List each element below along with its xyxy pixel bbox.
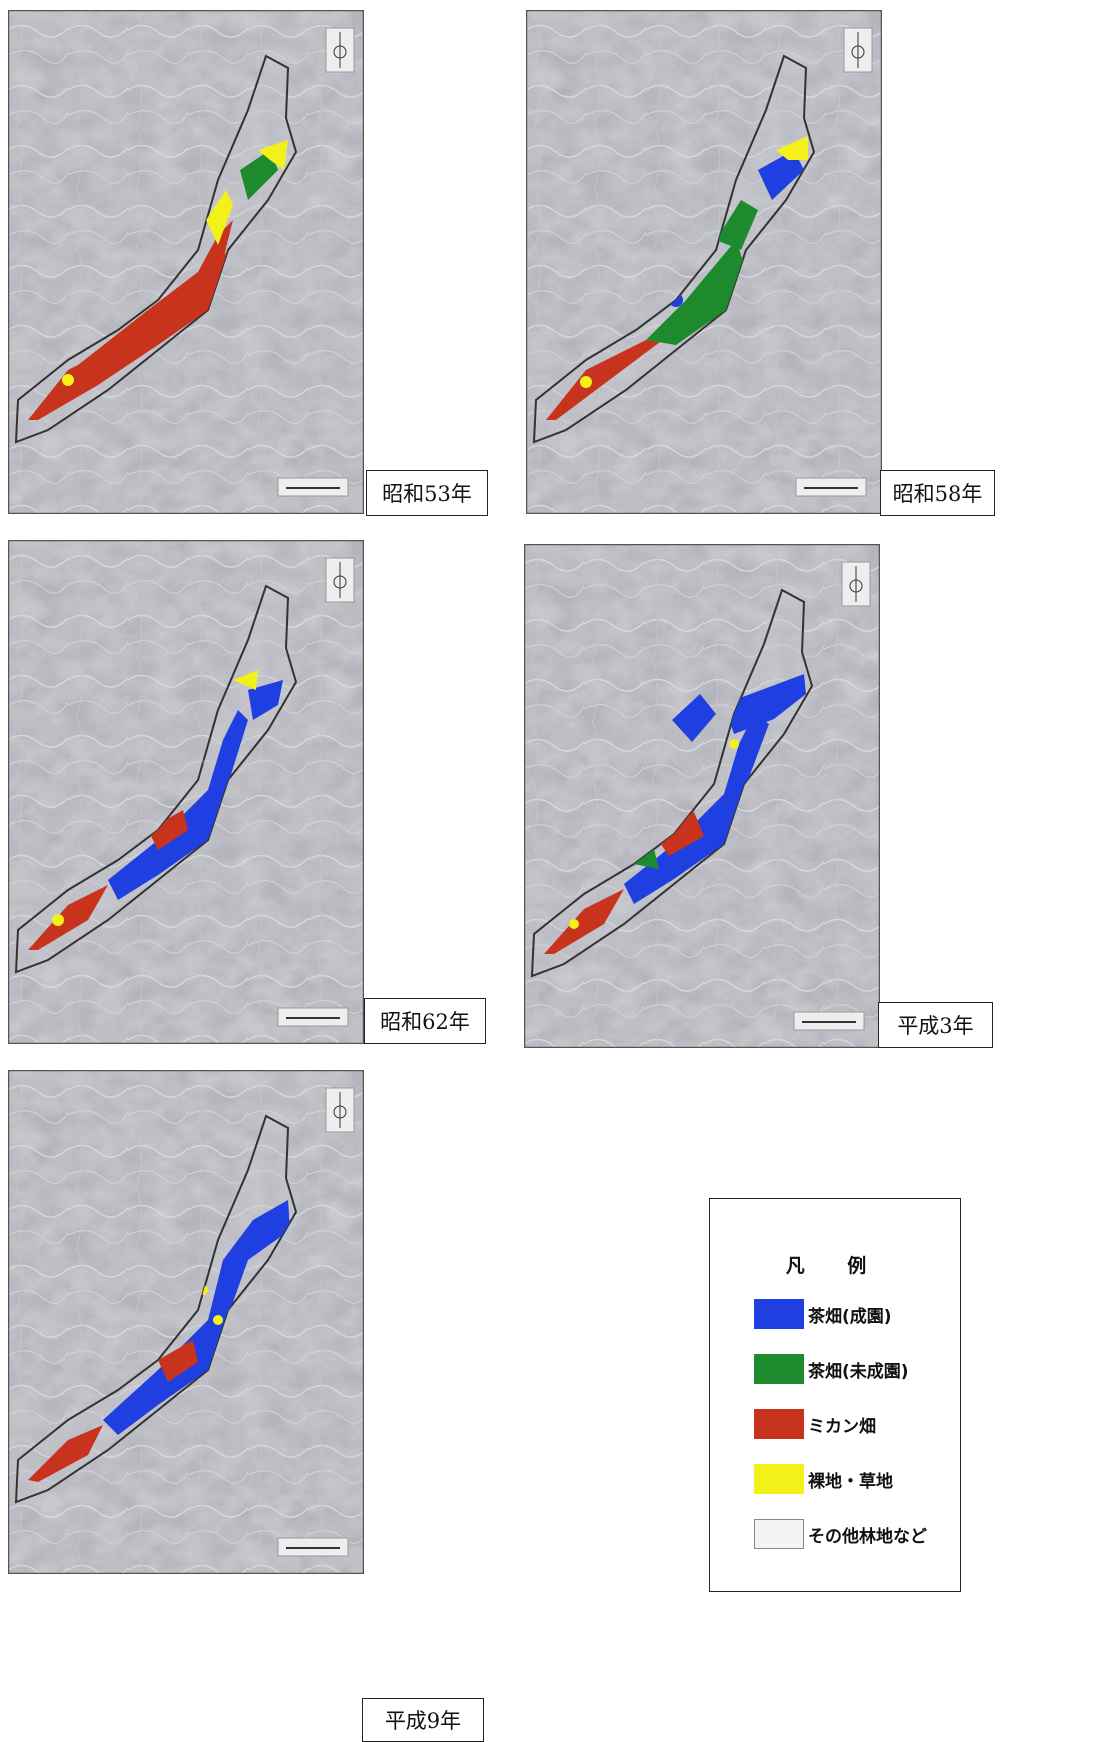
year-label-2: 昭和58年	[880, 470, 995, 516]
outlier-tea-field	[672, 694, 716, 742]
scale-bar-icon	[795, 477, 867, 497]
legend: 凡 例 茶畑(成園) 茶畑(未成園) ミカン畑 裸地・草地 その他林地など	[709, 1198, 961, 1592]
year-label-text-2: 昭和58年	[892, 482, 983, 506]
year-label-text-4: 平成3年	[897, 1014, 974, 1038]
map-panel-2	[526, 10, 882, 514]
year-label-3: 昭和62年	[364, 998, 486, 1044]
map-image-4	[524, 544, 880, 1048]
legend-label-other-forest: その他林地など	[808, 1526, 927, 1547]
north-arrow-icon	[325, 27, 355, 73]
legend-item-bare-grass: 裸地・草地	[754, 1464, 893, 1494]
legend-item-other-forest: その他林地など	[754, 1519, 927, 1549]
map-panel-3	[8, 540, 364, 1044]
legend-label-tea-mature: 茶畑(成園)	[808, 1306, 892, 1327]
legend-swatch-mikan	[754, 1409, 804, 1439]
land-use-3	[28, 670, 283, 950]
map-image-5	[8, 1070, 364, 1574]
land-use-2	[546, 136, 808, 420]
map-panel-5	[8, 1070, 364, 1574]
north-arrow-icon	[841, 561, 871, 607]
map-image-2	[526, 10, 882, 514]
map-image-3	[8, 540, 364, 1044]
legend-swatch-bare-grass	[754, 1464, 804, 1494]
scale-bar-icon	[277, 1007, 349, 1027]
north-arrow-icon	[325, 557, 355, 603]
legend-label-mikan: ミカン畑	[808, 1416, 876, 1437]
legend-item-tea-mature: 茶畑(成園)	[754, 1299, 892, 1329]
north-arrow-icon	[325, 1087, 355, 1133]
scale-bar-icon	[793, 1011, 865, 1031]
legend-label-tea-immature: 茶畑(未成園)	[808, 1361, 909, 1382]
map-panel-4	[524, 544, 880, 1048]
land-use-4	[544, 674, 806, 954]
legend-swatch-tea-mature	[754, 1299, 804, 1329]
legend-swatch-tea-immature	[754, 1354, 804, 1384]
year-label-text-5: 平成9年	[384, 1709, 462, 1733]
north-arrow-icon	[843, 27, 873, 73]
year-label-5: 平成9年	[362, 1698, 484, 1742]
basin-boundary	[14, 1114, 298, 1504]
map-panel-1	[8, 10, 364, 514]
land-use-1	[28, 140, 288, 420]
year-label-4: 平成3年	[878, 1002, 993, 1048]
legend-item-tea-immature: 茶畑(未成園)	[754, 1354, 909, 1384]
legend-label-bare-grass: 裸地・草地	[808, 1471, 893, 1492]
legend-title: 凡 例	[785, 1255, 885, 1277]
map-image-1	[8, 10, 364, 514]
legend-swatch-other-forest	[754, 1519, 804, 1549]
year-label-1: 昭和53年	[366, 470, 488, 516]
year-label-text-3: 昭和62年	[380, 1010, 470, 1034]
year-label-text-1: 昭和53年	[382, 482, 472, 506]
scale-bar-icon	[277, 477, 349, 497]
scale-bar-icon	[277, 1537, 349, 1557]
legend-item-mikan: ミカン畑	[754, 1409, 876, 1439]
